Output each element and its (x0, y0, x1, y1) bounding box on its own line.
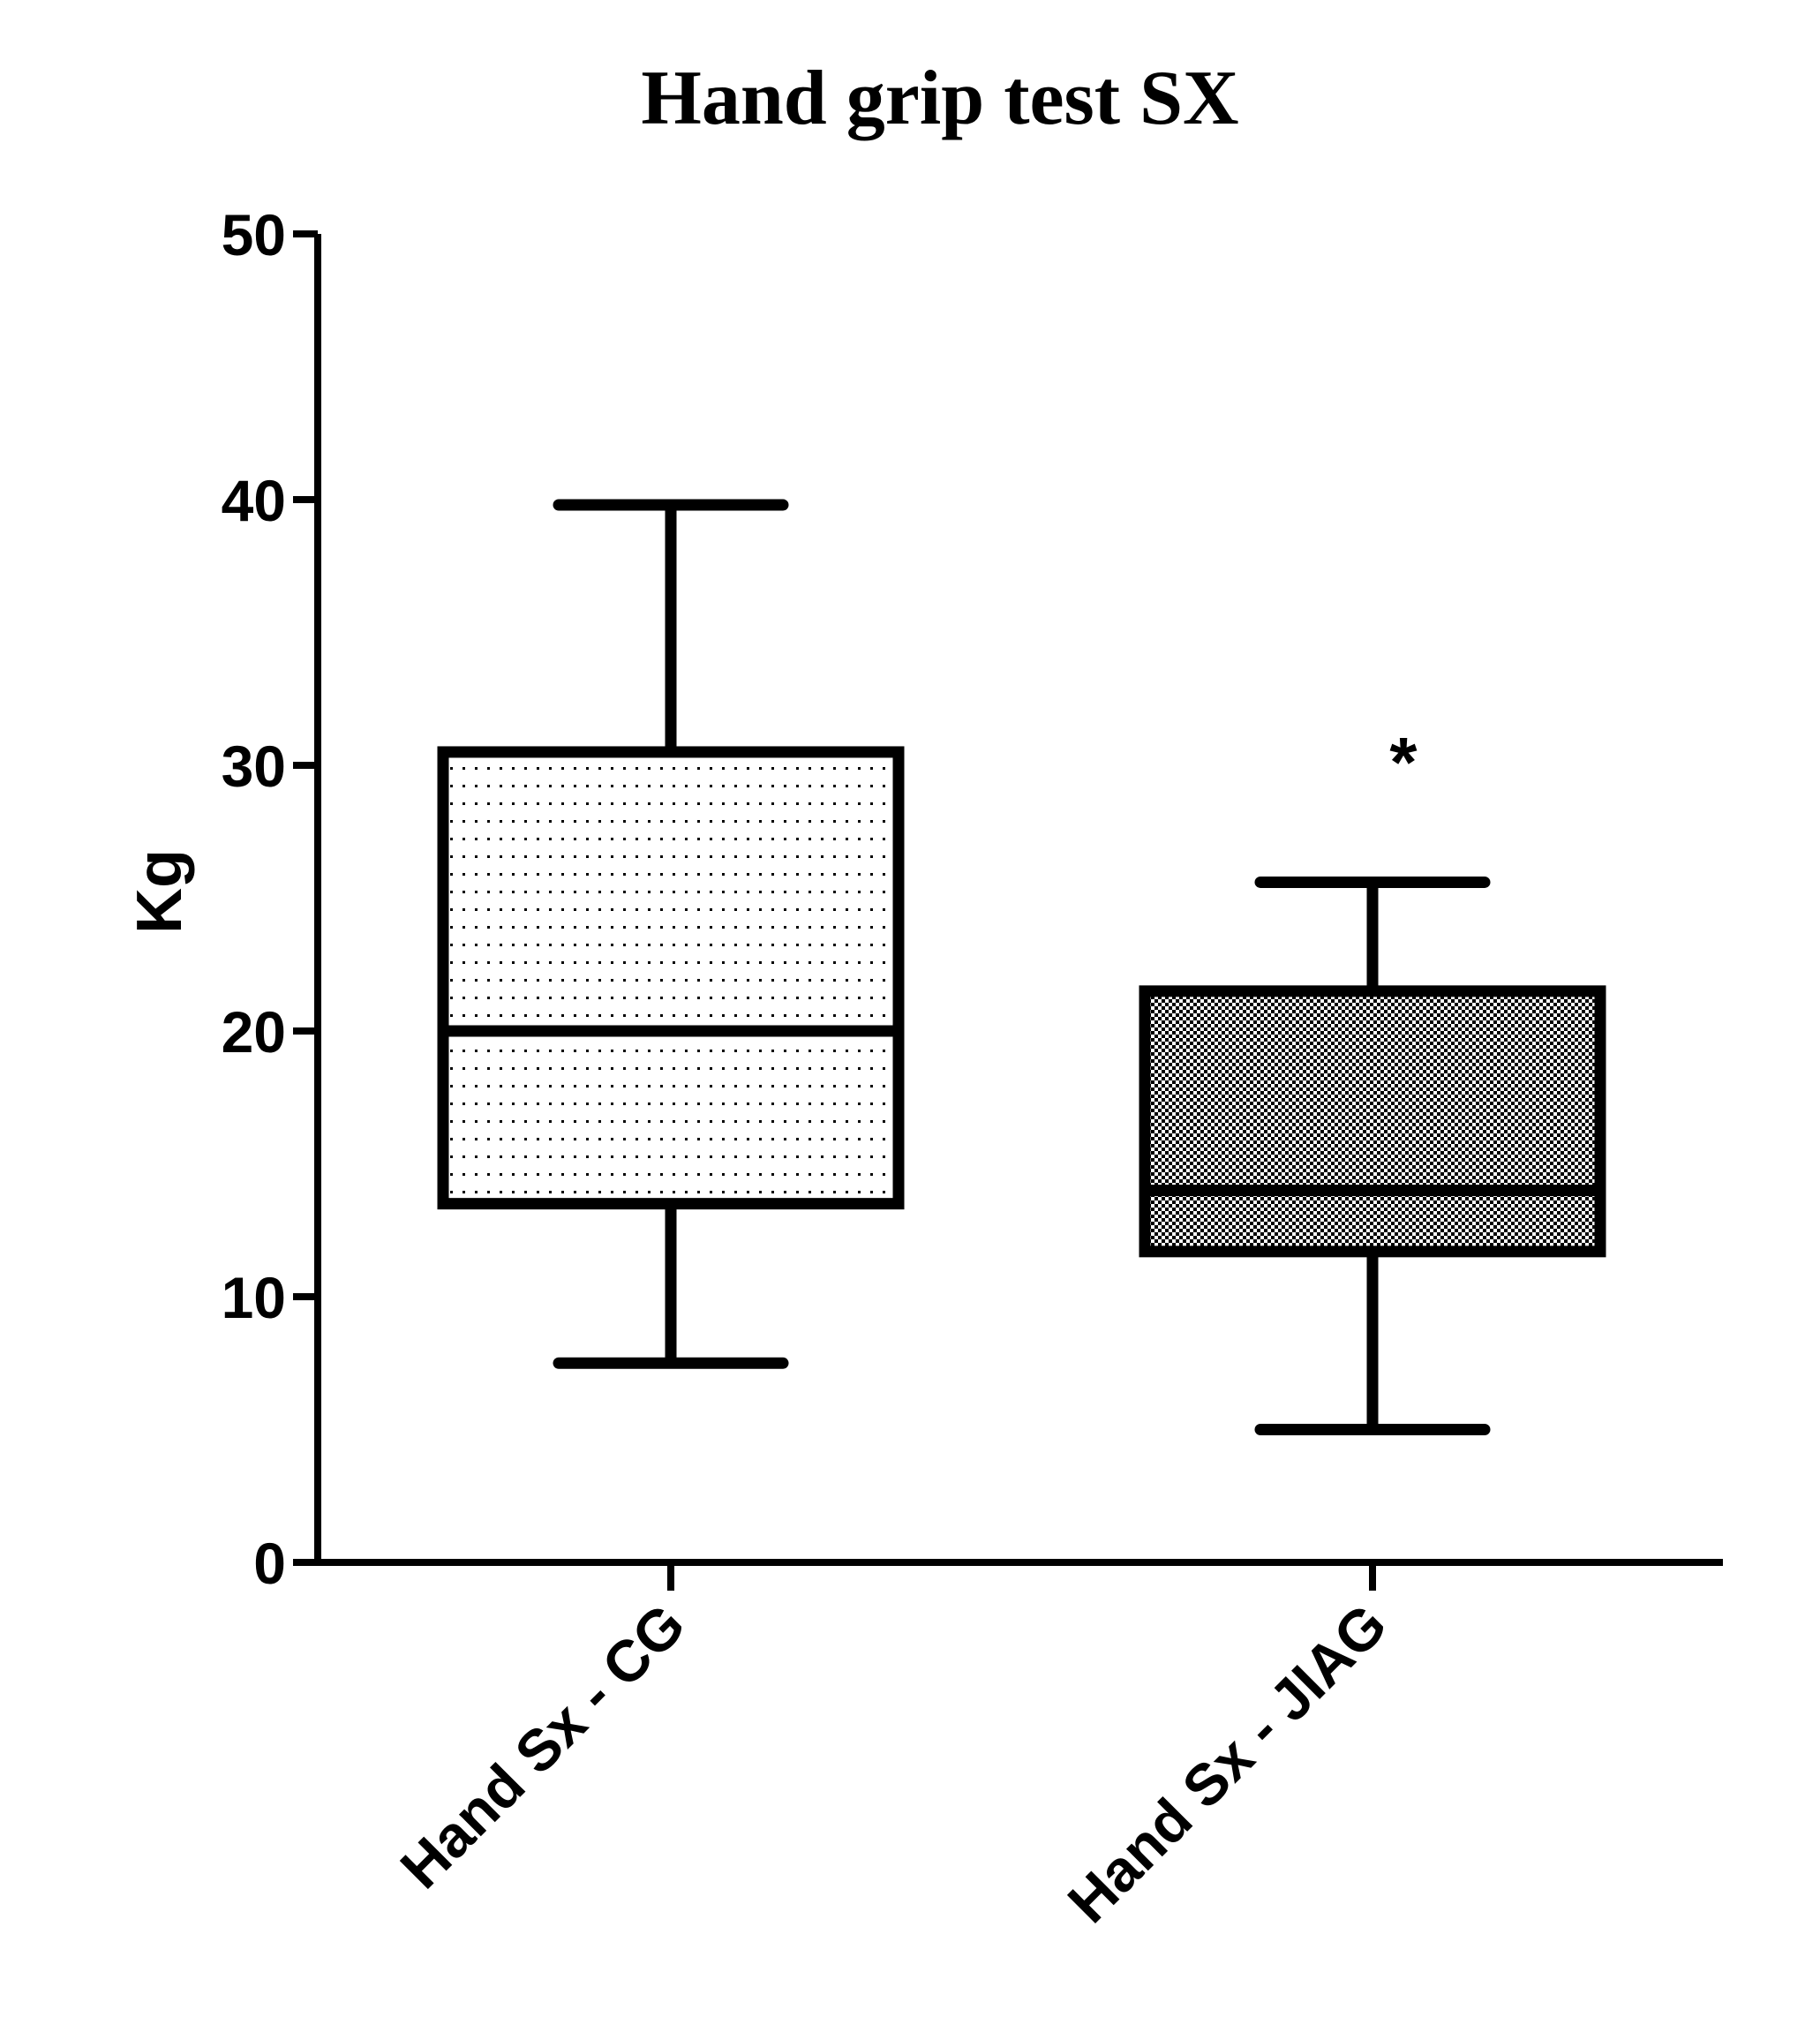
y-tick-label-20: 20 (222, 999, 286, 1065)
box-group-2: * (1139, 723, 1606, 1435)
x-tick-label-2: Hand Sx - JIAG (1055, 1592, 1398, 1935)
box-iqr (1139, 985, 1606, 1258)
axes (314, 234, 1723, 1566)
y-axis-label: Kg (124, 849, 195, 934)
y-tick-label-10: 10 (222, 1265, 286, 1330)
y-tick-label-40: 40 (222, 468, 286, 533)
box-group-1 (437, 499, 905, 1369)
significance-marker: * (1389, 723, 1418, 802)
x-tick-label-1: Hand Sx - CG (387, 1592, 697, 1901)
boxes: * (437, 499, 1606, 1435)
y-tick-label-0: 0 (253, 1531, 286, 1596)
x-ticks: Hand Sx - CG Hand Sx - JIAG (387, 1562, 1399, 1935)
y-tick-label-30: 30 (222, 734, 286, 799)
chart-title: Hand grip test SX (641, 56, 1238, 141)
y-ticks: 0 10 20 30 40 50 (222, 202, 318, 1596)
box-iqr (437, 746, 905, 1210)
y-tick-label-50: 50 (222, 202, 286, 267)
